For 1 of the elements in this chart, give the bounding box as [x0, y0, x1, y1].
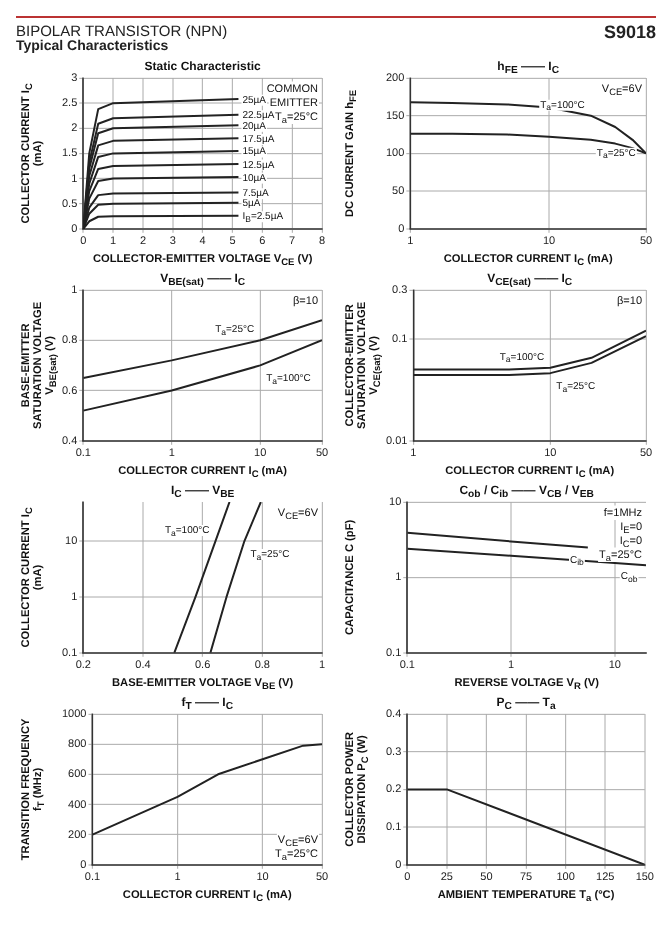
- text: S9018: [603, 22, 656, 46]
